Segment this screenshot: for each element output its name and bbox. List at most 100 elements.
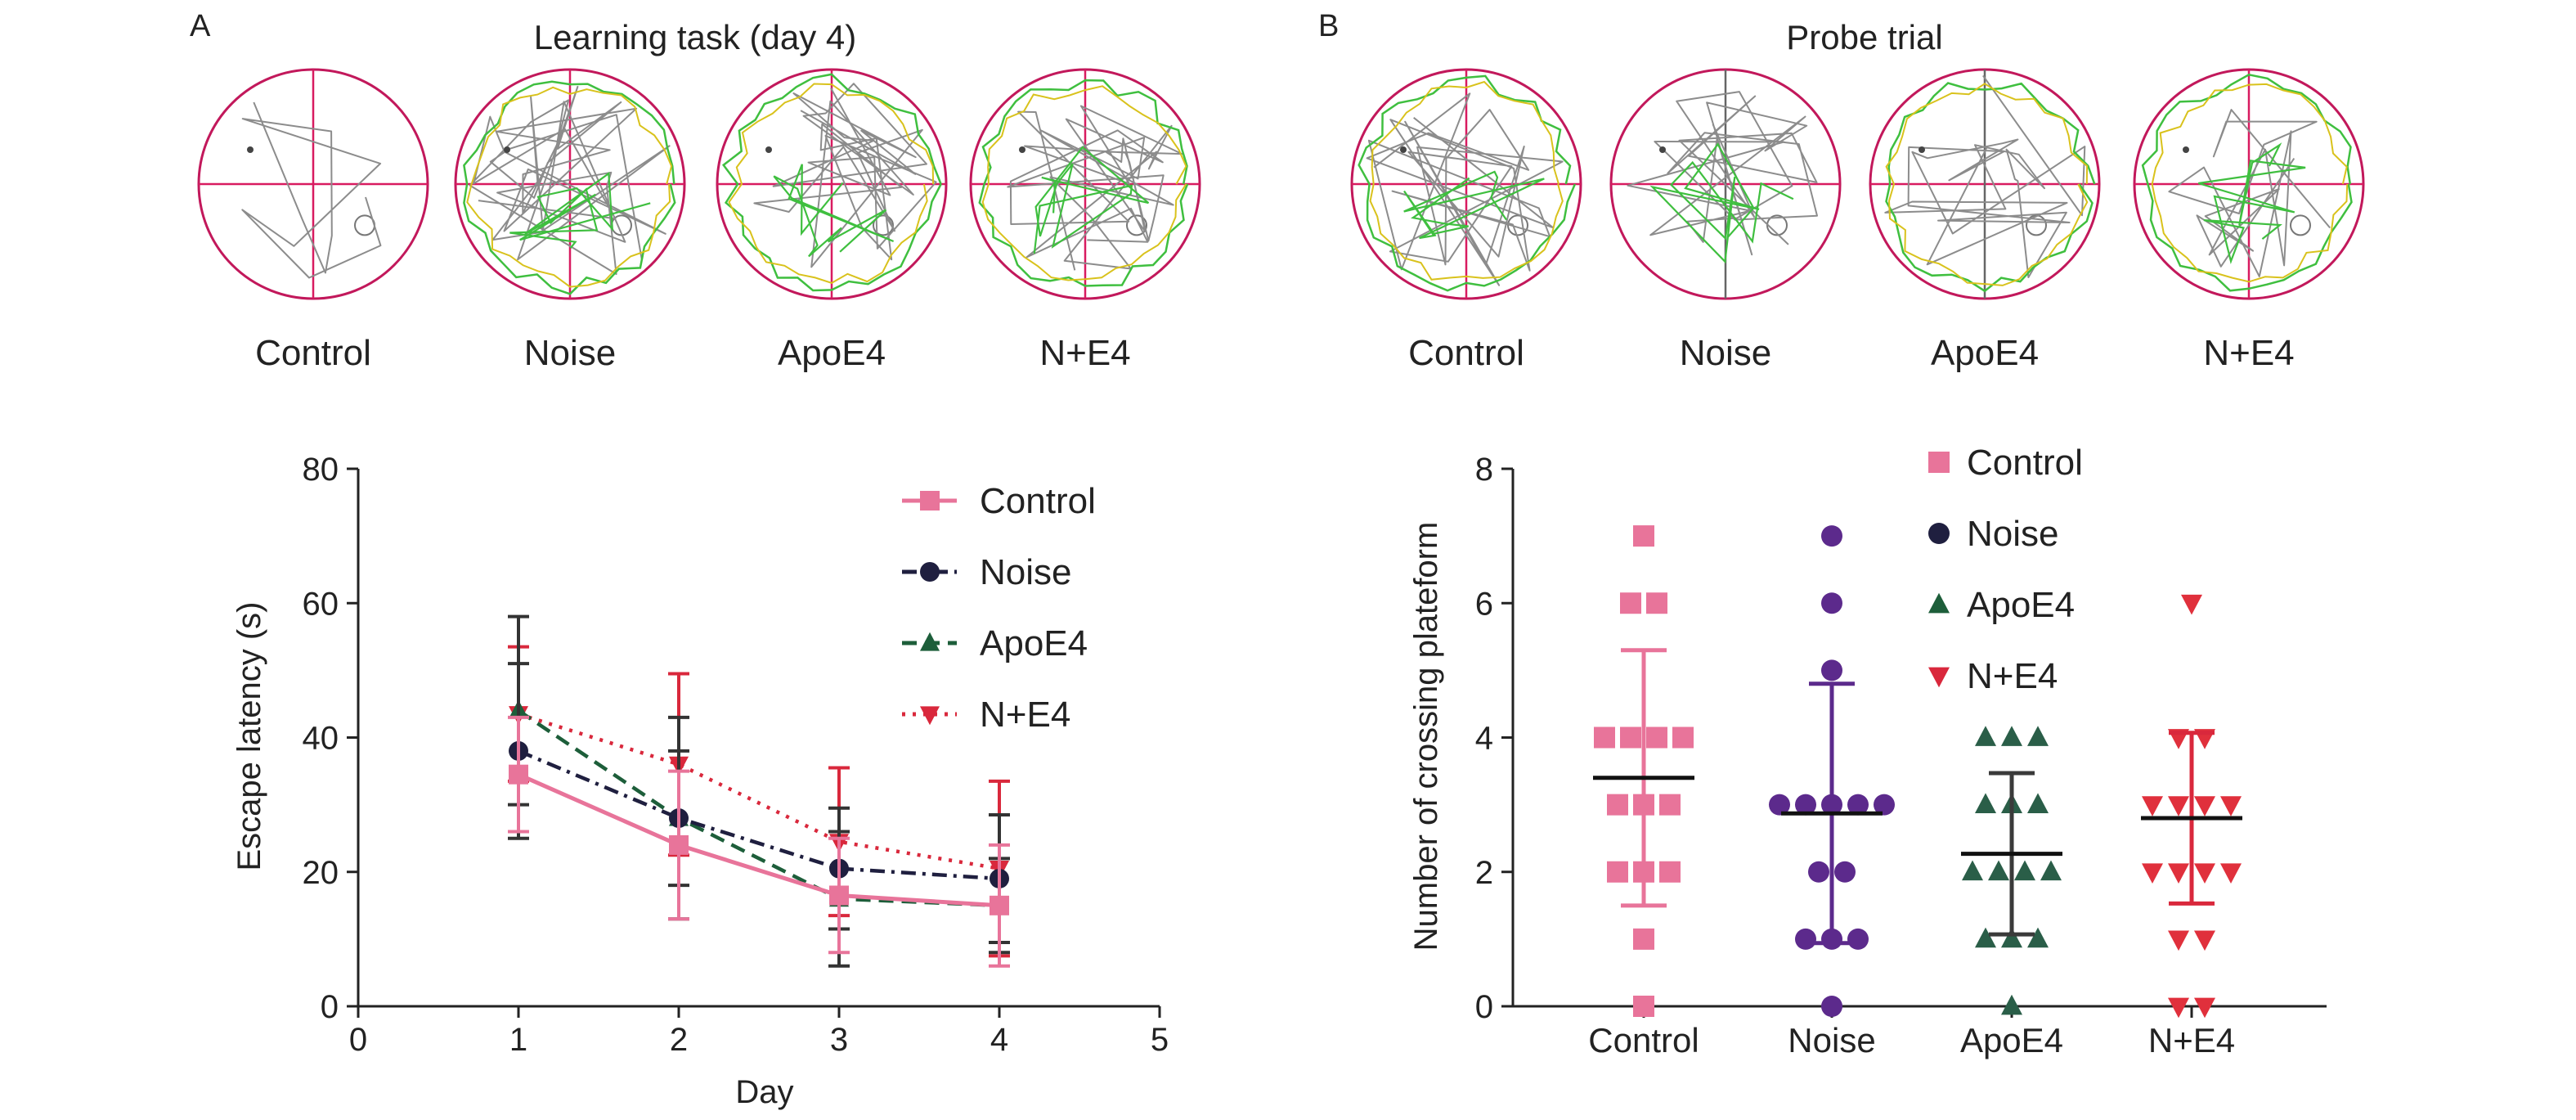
maze-b-noise (1609, 68, 1842, 300)
data-point (1633, 525, 1654, 547)
chart-b-legend: Control Noise ApoE4 N+E4 (1928, 443, 2083, 696)
data-point (1975, 726, 1996, 746)
data-point (2168, 796, 2189, 816)
data-point (2194, 863, 2215, 884)
maze-row-a: Control Noise ApoE4 N+E4 (197, 68, 1201, 373)
swim-path (469, 85, 671, 275)
swim-path-yellow (1369, 80, 1564, 281)
data-point (1633, 996, 1654, 1017)
data-point (1847, 794, 1869, 816)
series-line (517, 708, 1000, 908)
data-point (1646, 592, 1667, 614)
swim-path-green-inner (1403, 170, 1545, 240)
chart-a-legend: Control Noise ApoE4 N+E4 (902, 481, 1096, 735)
data-point (1672, 726, 1694, 749)
swim-path (753, 83, 937, 268)
legend-marker (920, 491, 940, 511)
data-point (1821, 996, 1842, 1017)
data-point (1988, 860, 2009, 881)
data-point (2142, 863, 2163, 884)
swim-path-green-inner (2197, 142, 2306, 264)
data-point (2220, 863, 2242, 884)
maze-b-label-apoe4: ApoE4 (1931, 333, 2039, 373)
legend-item-n-e4: N+E4 (902, 695, 1070, 735)
y-tick-label: 0 (1475, 989, 1493, 1025)
legend-marker (920, 632, 940, 651)
maze-a-noise (454, 68, 686, 300)
maze-b-label-noise: Noise (1680, 333, 1772, 373)
panel-b-letter: B (1318, 9, 1339, 43)
start-dot (2183, 146, 2189, 153)
data-point (2001, 726, 2022, 746)
data-point (1874, 794, 1895, 816)
series-apoe4 (1961, 726, 2062, 1015)
data-point (1821, 525, 1842, 547)
start-dot (1019, 146, 1025, 153)
swim-path-green (463, 80, 676, 295)
chart-a-x-label: Day (735, 1074, 793, 1110)
data-point (2194, 997, 2215, 1019)
platform-marker (1126, 214, 1147, 236)
data-point (2168, 930, 2189, 951)
swim-path (1366, 92, 1564, 286)
x-tick-label: 5 (1151, 1022, 1169, 1058)
legend-label: ApoE4 (980, 623, 1088, 663)
swim-path-green-inner (1033, 146, 1150, 254)
data-point (2001, 927, 2022, 948)
series-apoe4 (508, 614, 1010, 968)
chart-a-axes: 0 1 2 3 4 5 0 20 40 60 80 (303, 452, 1169, 1058)
data-point (2168, 997, 2189, 1019)
maze-a-ne4 (969, 68, 1201, 300)
escape-latency-chart: 0 1 2 3 4 5 0 20 40 60 80 Control Noise ApoE4 N+E4 Da… (231, 452, 1169, 1110)
data-point (2027, 927, 2049, 948)
swim-path (1627, 91, 1818, 256)
start-dot (1400, 146, 1407, 153)
maze-b-control (1350, 68, 1582, 300)
start-dot (1659, 146, 1666, 153)
legend-label: N+E4 (980, 695, 1070, 735)
series-control (508, 715, 1010, 968)
legend-item-control: Control (902, 481, 1096, 521)
series-noise (1769, 525, 1895, 1017)
swim-path (1884, 74, 2086, 278)
maze-a-label-control: Control (255, 333, 371, 373)
swim-path-green (1358, 74, 1577, 292)
start-dot (247, 146, 254, 153)
x-tick-label: Control (1588, 1021, 1699, 1059)
maze-b-apoe4 (1869, 68, 2101, 300)
x-tick-label: 1 (509, 1022, 527, 1058)
x-tick-label: 2 (670, 1022, 688, 1058)
chart-b-y-label: Number of crossing plateform (1408, 522, 1444, 951)
data-point (1962, 860, 1983, 881)
data-point (669, 834, 689, 855)
legend-item-n-e4: N+E4 (1928, 656, 2058, 696)
data-point (1633, 928, 1654, 950)
x-tick-label: N+E4 (2148, 1021, 2235, 1059)
data-point (2027, 726, 2049, 746)
legend-marker (1928, 452, 1950, 473)
data-point (1659, 794, 1681, 816)
data-point (1607, 861, 1628, 883)
chart-a-y-label: Escape latency (s) (231, 601, 267, 870)
x-tick-label: 0 (349, 1022, 367, 1058)
data-point (1594, 726, 1615, 749)
data-point (1795, 928, 1816, 950)
maze-a-apoe4 (716, 68, 948, 300)
legend-item-noise: Noise (902, 552, 1072, 592)
swim-path-green (721, 73, 942, 292)
swim-path-yellow (2151, 83, 2349, 283)
legend-item-apoe4: ApoE4 (902, 623, 1088, 663)
y-tick-label: 6 (1475, 586, 1493, 622)
maze-b-label-control: Control (1408, 333, 1524, 373)
legend-item-apoe4: ApoE4 (1928, 585, 2075, 625)
series-line (518, 712, 1000, 870)
x-tick-label: 4 (990, 1022, 1008, 1058)
swim-path-green (1885, 82, 2096, 293)
legend-label: Noise (980, 552, 1072, 592)
data-point (1975, 793, 1996, 814)
chart-a-series (508, 614, 1010, 968)
crossing-count-chart: 0 2 4 6 8 Control Noise ApoE4 N+E4 Control Noise A… (1408, 443, 2327, 1059)
data-point (1769, 794, 1790, 816)
swim-path-yellow (466, 86, 673, 288)
data-point (1607, 794, 1628, 816)
